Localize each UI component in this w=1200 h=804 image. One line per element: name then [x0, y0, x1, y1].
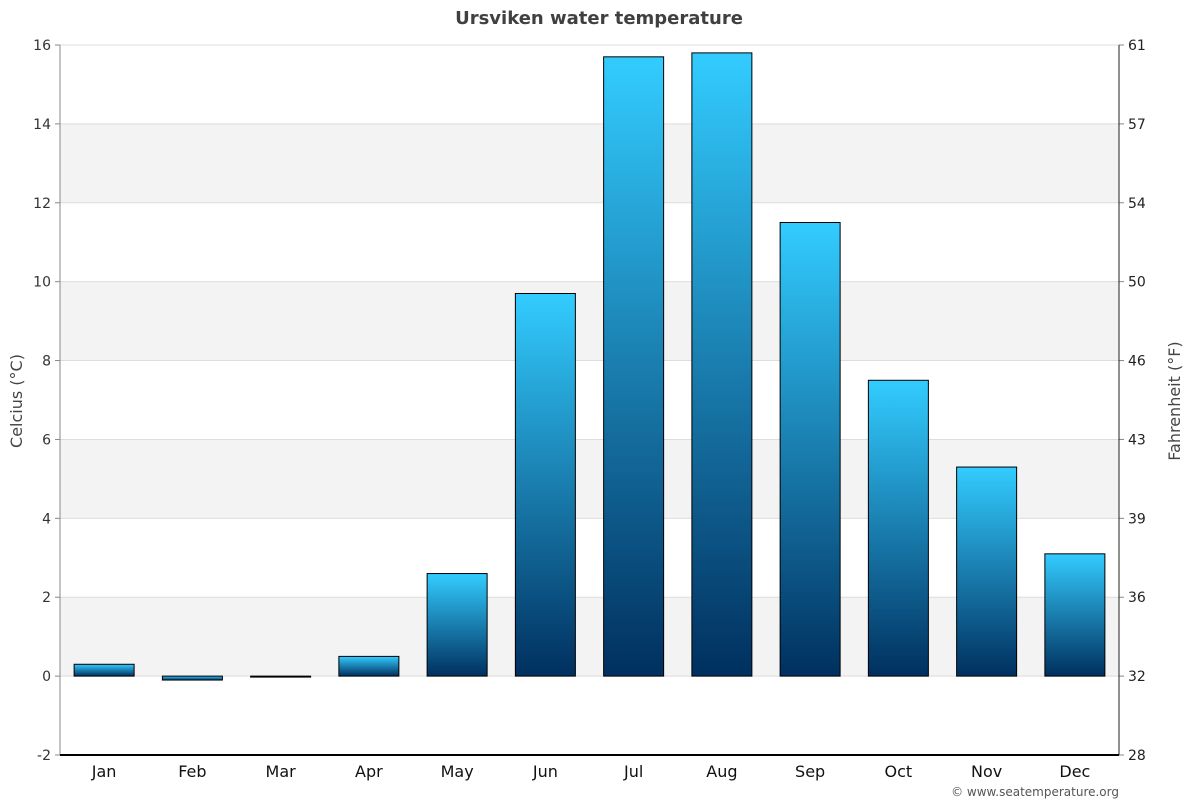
x-tick-label: Jul	[623, 762, 643, 781]
grid-band	[60, 439, 1119, 519]
bar-mar	[250, 675, 312, 678]
bar-jul	[603, 56, 665, 677]
bar-dec	[1044, 553, 1106, 677]
right-tick-labels: 28 32 36 39 43 46 50 54 57 61	[1128, 38, 1146, 764]
grid-band	[60, 281, 1119, 361]
y-tick-label-right: 57	[1128, 117, 1146, 133]
y-axis-label-right: Fahrenheit (°F)	[1165, 341, 1184, 460]
y-tick-label-right: 54	[1128, 196, 1146, 212]
bars	[73, 52, 1106, 681]
y-tick-label-left: 2	[42, 590, 51, 606]
y-tick-label-left: 10	[33, 275, 51, 291]
y-tick-label-right: 46	[1128, 354, 1146, 370]
grid-band	[60, 597, 1119, 677]
credit-text: © www.seatemperature.org	[951, 785, 1119, 799]
y-tick-label-right: 39	[1128, 511, 1146, 527]
y-tick-label-right: 28	[1128, 748, 1146, 764]
axes	[59, 45, 1120, 756]
x-tick-label: Sep	[795, 762, 825, 781]
x-tick-labels: Jan Feb Mar Apr May Jun Jul Aug Sep Oct Nov Dec	[91, 762, 1091, 781]
x-tick-label: Jan	[91, 762, 117, 781]
bar-sep	[779, 222, 841, 677]
x-tick-label: Mar	[266, 762, 297, 781]
bar-nov	[956, 466, 1018, 677]
y-tick-label-right: 32	[1128, 669, 1146, 685]
chart-title: Ursviken water temperature	[455, 8, 743, 29]
y-axis-label-left: Celcius (°C)	[7, 354, 26, 448]
y-tick-label-right: 43	[1128, 432, 1146, 448]
x-tick-label: Apr	[355, 762, 383, 781]
y-tick-label-right: 61	[1128, 38, 1146, 54]
x-tick-label: Dec	[1059, 762, 1090, 781]
left-tick-labels: -2 0 2 4 6 8 10 12 14 16	[33, 38, 51, 764]
y-tick-label-left: -2	[37, 748, 51, 764]
x-tick-label: Jun	[532, 762, 558, 781]
y-tick-label-left: 14	[33, 117, 51, 133]
y-tick-label-left: 16	[33, 38, 51, 54]
x-tick-label: May	[441, 762, 474, 781]
bar-jan	[73, 663, 135, 677]
y-tick-label-left: 6	[42, 432, 51, 448]
x-tick-label: Feb	[178, 762, 206, 781]
y-tick-label-left: 12	[33, 196, 51, 212]
y-tick-label-left: 8	[42, 354, 51, 370]
y-tick-label-right: 50	[1128, 275, 1146, 291]
x-tick-label: Nov	[971, 762, 1002, 781]
background-bands	[60, 123, 1119, 677]
grid-band	[60, 123, 1119, 203]
bar-apr	[338, 655, 400, 677]
x-tick-label: Oct	[885, 762, 913, 781]
gridlines	[55, 44, 1124, 756]
y-tick-label-left: 0	[42, 669, 51, 685]
x-tick-label: Aug	[706, 762, 737, 781]
bar-oct	[867, 379, 929, 677]
bar-feb	[161, 675, 223, 681]
bar-may	[426, 573, 488, 677]
y-tick-label-left: 4	[42, 511, 51, 527]
y-tick-label-right: 36	[1128, 590, 1146, 606]
bar-aug	[691, 52, 753, 677]
bar-jun	[514, 293, 576, 677]
